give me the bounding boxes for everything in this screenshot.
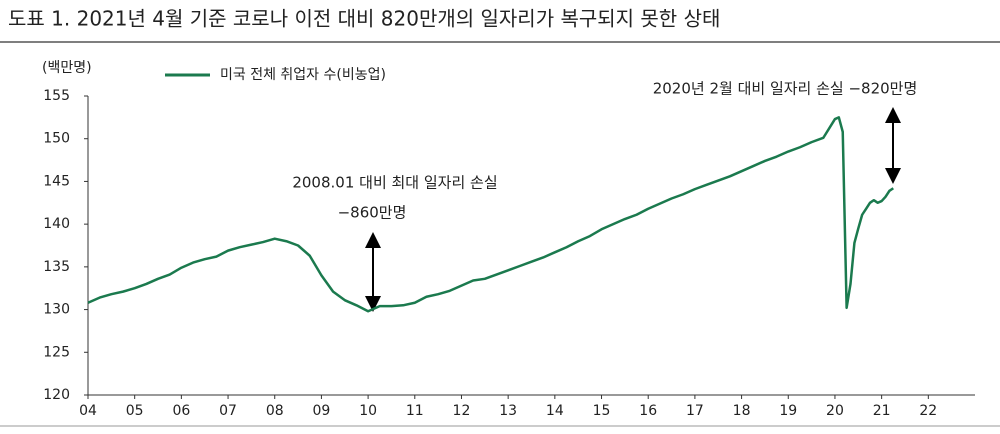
x-tick-label: 21 — [873, 403, 891, 419]
x-tick-label: 17 — [686, 403, 704, 419]
y-tick-label: 130 — [43, 302, 70, 318]
chart-title: 도표 1. 2021년 4월 기준 코로나 이전 대비 820만개의 일자리가 … — [8, 7, 720, 31]
x-tick-label: 07 — [219, 403, 237, 419]
y-tick-label: 155 — [43, 88, 70, 104]
x-tick-label: 06 — [172, 403, 190, 419]
x-tick-label: 19 — [779, 403, 797, 419]
x-tick-label: 13 — [499, 403, 517, 419]
x-tick-label: 09 — [313, 403, 331, 419]
x-tick-label: 10 — [359, 403, 377, 419]
y-tick-label: 120 — [43, 387, 70, 403]
y-tick-label: 125 — [43, 344, 70, 360]
x-tick-label: 14 — [546, 403, 564, 419]
legend-label: 미국 전체 취업자 수(비농업) — [220, 67, 386, 83]
y-tick-label: 145 — [43, 173, 70, 189]
x-tick-label: 15 — [593, 403, 611, 419]
x-tick-label: 08 — [266, 403, 284, 419]
annotation: 2008.01 대비 최대 일자리 손실 — [292, 174, 497, 192]
x-tick-label: 18 — [733, 403, 751, 419]
data-line — [87, 116, 894, 313]
x-tick-label: 05 — [126, 403, 144, 419]
y-tick-label: 140 — [43, 216, 70, 232]
x-tick-label: 22 — [919, 403, 937, 419]
annotation: −860만명 — [338, 204, 407, 222]
x-tick-label: 04 — [79, 403, 97, 419]
y-tick-label: 150 — [43, 131, 70, 147]
x-tick-label: 20 — [826, 403, 844, 419]
y-axis-label: (백만명) — [42, 60, 92, 76]
x-tick-label: 11 — [406, 403, 424, 419]
x-tick-label: 12 — [453, 403, 471, 419]
annotation: 2020년 2월 대비 일자리 손실 −820만명 — [653, 80, 918, 98]
x-tick-label: 16 — [639, 403, 657, 419]
y-tick-label: 135 — [43, 259, 70, 275]
